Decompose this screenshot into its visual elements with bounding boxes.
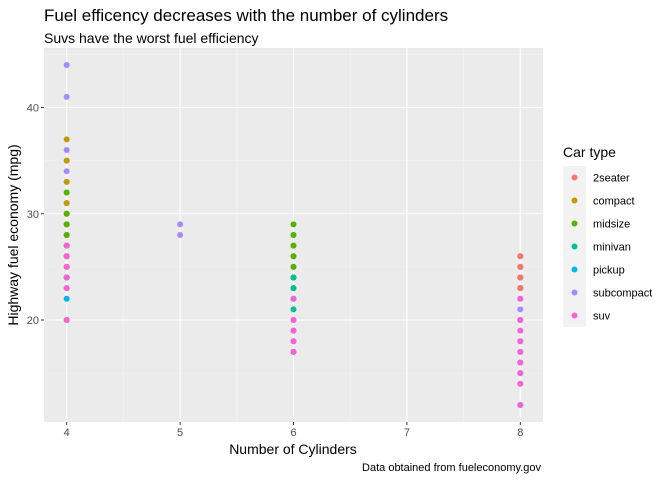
point-subcompact bbox=[63, 168, 70, 175]
chart-subtitle: Suvs have the worst fuel efficiency bbox=[44, 30, 259, 46]
point-minivan bbox=[290, 306, 297, 313]
point-midsize bbox=[290, 253, 297, 260]
y-tick-label: 20 bbox=[27, 315, 39, 327]
point-midsize bbox=[63, 221, 70, 228]
point-2seater bbox=[517, 253, 524, 260]
point-midsize bbox=[63, 189, 70, 196]
point-suv bbox=[517, 402, 524, 408]
point-suv bbox=[517, 317, 524, 323]
point-suv bbox=[517, 295, 524, 302]
point-midsize bbox=[290, 221, 297, 228]
point-2seater bbox=[517, 285, 524, 292]
point-compact bbox=[63, 200, 70, 207]
x-tick-label: 7 bbox=[404, 427, 410, 439]
point-midsize bbox=[63, 232, 70, 238]
point-suv bbox=[63, 317, 70, 323]
legend-label-compact: compact bbox=[593, 196, 635, 208]
point-suv bbox=[290, 348, 297, 355]
chart-title: Fuel efficency decreases with the number… bbox=[44, 6, 448, 25]
point-subcompact bbox=[177, 232, 184, 238]
legend-label-minivan: minivan bbox=[593, 242, 631, 254]
point-suv bbox=[290, 327, 297, 334]
point-2seater bbox=[517, 274, 524, 281]
point-subcompact bbox=[517, 306, 524, 313]
point-subcompact bbox=[63, 147, 70, 153]
legend-label-subcompact: subcompact bbox=[593, 288, 652, 300]
point-minivan bbox=[290, 274, 297, 281]
point-suv bbox=[290, 338, 297, 345]
point-suv bbox=[517, 370, 524, 377]
legend-label-2seater: 2seater bbox=[593, 173, 630, 185]
axis-ticks: 4 5 6 7 8 20 30 40 bbox=[27, 103, 524, 440]
point-midsize bbox=[63, 210, 70, 217]
point-suv bbox=[63, 263, 70, 270]
data-points bbox=[63, 62, 524, 408]
legend-label-pickup: pickup bbox=[593, 265, 625, 277]
legend: Car type 2seater compact midsize minivan pic… bbox=[563, 144, 652, 327]
legend-swatch-2seater bbox=[571, 174, 578, 181]
point-suv bbox=[517, 380, 524, 387]
point-pickup bbox=[63, 295, 70, 302]
x-axis-title: Number of Cylinders bbox=[229, 441, 357, 457]
point-suv bbox=[63, 253, 70, 260]
point-minivan bbox=[290, 285, 297, 292]
legend-title: Car type bbox=[563, 144, 616, 160]
point-suv bbox=[517, 348, 524, 355]
point-subcompact bbox=[63, 93, 70, 100]
point-compact bbox=[63, 136, 70, 143]
point-suv bbox=[63, 242, 70, 249]
legend-label-suv: suv bbox=[593, 311, 611, 323]
legend-swatch-suv bbox=[571, 312, 578, 319]
point-midsize bbox=[290, 242, 297, 249]
point-suv bbox=[290, 317, 297, 323]
point-compact bbox=[63, 157, 70, 164]
y-axis-title: Highway fuel economy (mpg) bbox=[5, 144, 21, 325]
legend-swatch-compact bbox=[571, 197, 578, 204]
point-midsize bbox=[290, 232, 297, 238]
x-tick-label: 6 bbox=[290, 427, 296, 439]
legend-swatch-pickup bbox=[571, 266, 578, 273]
legend-label-midsize: midsize bbox=[593, 219, 630, 231]
x-tick-label: 8 bbox=[517, 427, 523, 439]
chart-caption: Data obtained from fueleconomy.gov bbox=[362, 462, 541, 474]
point-suv bbox=[63, 274, 70, 281]
point-subcompact bbox=[63, 62, 70, 68]
point-suv bbox=[517, 359, 524, 366]
point-suv bbox=[517, 338, 524, 345]
point-compact bbox=[63, 178, 70, 185]
y-tick-label: 40 bbox=[27, 103, 39, 115]
point-suv bbox=[290, 295, 297, 302]
y-tick-label: 30 bbox=[27, 209, 39, 221]
legend-swatch-subcompact bbox=[571, 289, 578, 296]
point-2seater bbox=[517, 263, 524, 270]
point-midsize bbox=[290, 263, 297, 270]
legend-swatch-midsize bbox=[571, 220, 578, 227]
x-tick-label: 4 bbox=[64, 427, 70, 439]
legend-swatch-minivan bbox=[571, 243, 578, 250]
point-suv bbox=[517, 327, 524, 334]
point-suv bbox=[63, 285, 70, 292]
x-tick-label: 5 bbox=[177, 427, 183, 439]
point-subcompact bbox=[177, 221, 184, 228]
